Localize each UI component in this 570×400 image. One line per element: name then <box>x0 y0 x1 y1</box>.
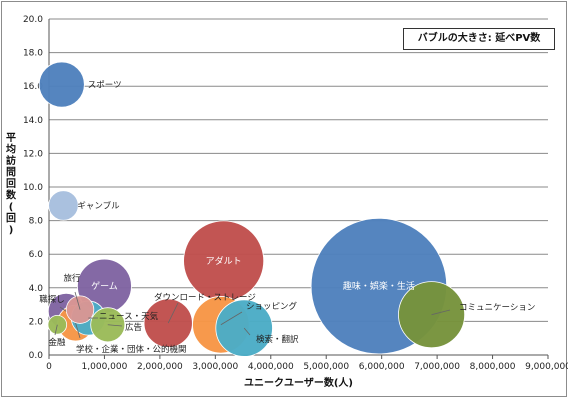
x-tick-label: 8,000,000 <box>470 362 516 372</box>
x-tick-label: 9,000,000 <box>525 362 568 372</box>
y-axis-title-char: 平 <box>6 132 16 144</box>
y-tick-label: 8.0 <box>29 217 44 227</box>
bubble-label: 学校・企業・団体・公的機関 <box>76 344 187 355</box>
bubble-labels: スポーツギャンブルゲーム旅行職探し金融学校・企業・団体・公的機関ニュース・天気広… <box>39 81 535 355</box>
y-axis-title-char: 回 <box>6 213 16 225</box>
bubble <box>398 281 466 349</box>
bubble <box>38 61 85 108</box>
bubble-leader-line <box>220 311 243 326</box>
bubble-leader-line <box>107 324 123 327</box>
y-tick-label: 12.0 <box>23 149 43 159</box>
bubble-label: コミュニケーション <box>459 303 535 313</box>
bubble-size-note: バブルの大きさ: 延べPV数 <box>403 28 555 50</box>
y-tick-label: 10.0 <box>23 183 43 193</box>
x-tick-label: 7,000,000 <box>414 362 460 372</box>
bubble-label: 金融 <box>48 337 66 348</box>
bubble-leader-line <box>54 324 58 336</box>
bubble-label: 広告 <box>125 322 142 333</box>
bubble-label: 検索・翻訳 <box>256 334 299 345</box>
bubble-label: スポーツ <box>88 81 122 91</box>
bubble <box>48 190 79 221</box>
y-tick-label: 4.0 <box>29 284 44 294</box>
bubble-label: 旅行 <box>63 273 81 284</box>
y-axis-title-char: 回 <box>6 178 16 190</box>
bubble-leader-line <box>59 306 67 312</box>
bubbles <box>38 61 466 357</box>
bubble-label: ダウンロード・ストレージ <box>154 292 256 303</box>
y-tick-label: 0.0 <box>29 351 44 361</box>
bubble-label: ニュース・天気 <box>99 311 159 322</box>
x-tick-label: 0 <box>46 362 52 372</box>
y-axis-title-char: ) <box>9 225 14 236</box>
y-tick-label: 16.0 <box>23 82 43 92</box>
bubble-leader-line <box>243 327 251 336</box>
x-tick-label: 5,000,000 <box>303 362 349 372</box>
y-tick-label: 6.0 <box>29 250 44 260</box>
x-tick-label: 6,000,000 <box>359 362 405 372</box>
y-axis-title: 平均訪問回数(回) <box>6 132 17 236</box>
y-tick-label: 20.0 <box>23 15 43 25</box>
bubble-label: ショッピング <box>246 301 298 312</box>
bubble-leader-line <box>167 302 179 324</box>
x-tick-label: 2,000,000 <box>137 362 183 372</box>
y-axis-title-char: 訪 <box>6 154 16 167</box>
bubble-label: ギャンブル <box>77 200 120 211</box>
y-tick-label: 18.0 <box>23 49 43 59</box>
y-tick-label: 2.0 <box>29 317 44 327</box>
y-axis-title-char: 問 <box>6 167 16 179</box>
bubble-leader-line <box>74 291 81 310</box>
y-axis-title-char: ( <box>9 202 14 213</box>
gridlines <box>49 18 548 322</box>
y-axis-title-char: 数 <box>6 189 17 202</box>
x-tick-label: 3,000,000 <box>192 362 238 372</box>
bubble-label: 職探し <box>39 294 65 305</box>
y-tick-label: 14.0 <box>23 116 43 126</box>
bubble-label: 趣味・娯楽・生活 <box>343 280 415 292</box>
x-tick-label: 1,000,000 <box>82 362 128 372</box>
bubble-leader-line <box>75 322 81 339</box>
bubble-leader-line <box>431 309 451 316</box>
y-axis-title-char: 均 <box>6 143 16 156</box>
bubble-label: ゲーム <box>91 280 118 292</box>
x-tick-label: 4,000,000 <box>248 362 294 372</box>
bubble <box>143 298 193 348</box>
bubble-label: アダルト <box>206 255 242 267</box>
x-axis-title: ユニークユーザー数(人) <box>244 376 353 389</box>
